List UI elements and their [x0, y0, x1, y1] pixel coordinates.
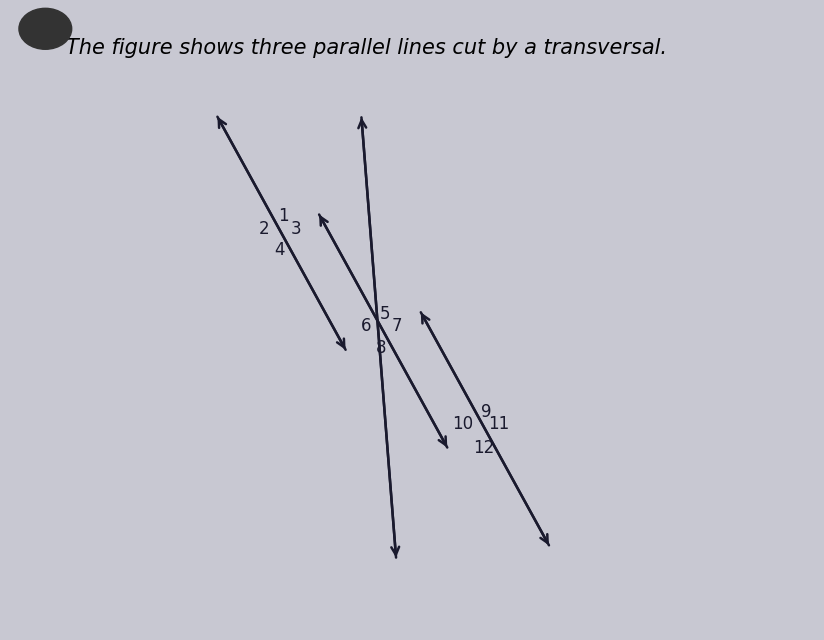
Text: 2: 2	[259, 220, 269, 237]
Text: 9: 9	[481, 403, 492, 420]
Text: 4: 4	[274, 241, 285, 259]
Text: 10: 10	[452, 415, 474, 433]
Text: 8: 8	[377, 339, 387, 357]
Text: 12: 12	[473, 439, 494, 458]
Text: 7: 7	[392, 317, 402, 335]
Text: 3: 3	[290, 220, 301, 237]
Text: The figure shows three parallel lines cut by a transversal.: The figure shows three parallel lines cu…	[66, 38, 667, 58]
Text: ◀): ◀)	[37, 22, 54, 36]
Text: 5: 5	[380, 305, 390, 323]
Text: 11: 11	[489, 415, 509, 433]
Text: 1: 1	[278, 207, 288, 225]
Text: 6: 6	[361, 317, 372, 335]
